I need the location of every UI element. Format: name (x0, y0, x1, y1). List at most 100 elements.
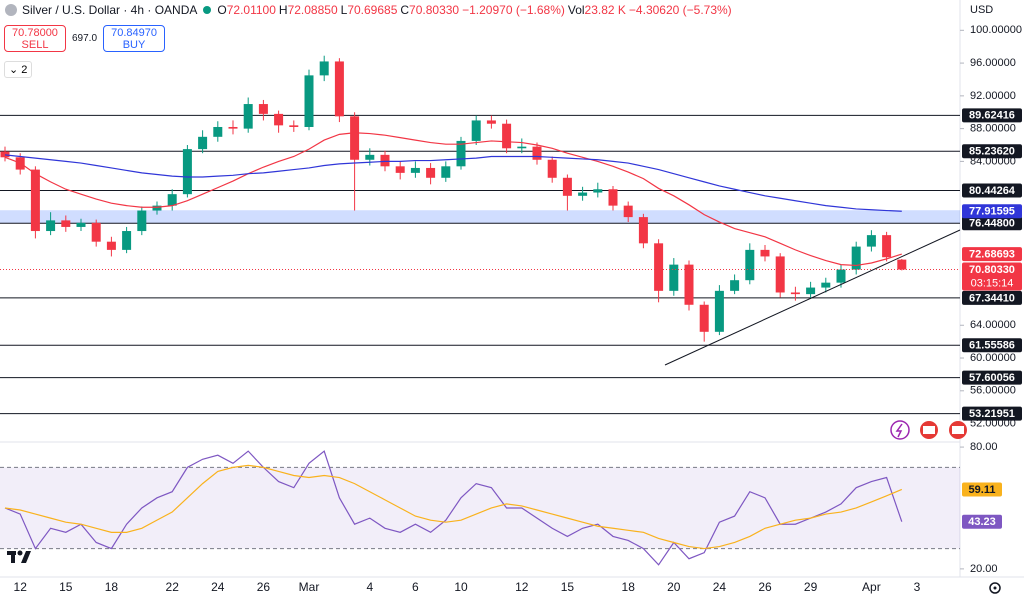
indicator-icons (890, 420, 967, 440)
candle-body (410, 167, 420, 173)
ohlc-legend: O72.01100 H72.08850 L70.69685 C70.80330 −1.2… (217, 3, 734, 17)
candle-body (334, 61, 344, 117)
rsi-value-label: 43.23 (968, 516, 996, 528)
rsi-value-label: 59.11 (969, 484, 996, 496)
buy-price: 70.84970 (111, 27, 157, 39)
y-tick-label: 20.00 (970, 563, 998, 575)
legend-key: O (217, 3, 227, 17)
moving-average (4, 154, 902, 212)
ma-label: 72.68693 (969, 248, 1015, 260)
x-tick-label: 15 (561, 580, 575, 594)
level-label-bg (962, 216, 1022, 231)
sell-price: 70.78000 (12, 27, 58, 39)
candle-body (0, 151, 10, 158)
candle-body (730, 280, 740, 291)
candle-body (471, 120, 481, 141)
candle-body (821, 282, 831, 288)
rsi-line (4, 464, 903, 550)
symbol-title: Silver / U.S. Dollar · 4h · OANDA (22, 3, 198, 17)
legend-value: −1.20970 (−1.68%) (462, 3, 565, 17)
candle-body (380, 154, 390, 167)
level-label: 76.44800 (969, 218, 1015, 230)
buy-button[interactable]: 70.84970 BUY (103, 25, 166, 52)
candle-body (30, 169, 40, 232)
candle-body (486, 120, 496, 124)
x-tick-label: Mar (299, 580, 320, 594)
last-price-label: 70.80330 (969, 264, 1015, 276)
x-tick-label: 18 (622, 580, 636, 594)
symbol-icon (5, 4, 17, 16)
level-label: 85.23620 (969, 146, 1015, 158)
candle-body (76, 222, 86, 227)
sell-button[interactable]: 70.78000 SELL (4, 25, 66, 52)
candle-body (167, 194, 177, 206)
candle-body (289, 125, 299, 127)
trade-panel: 70.78000 SELL 697.0 70.84970 BUY (4, 25, 166, 52)
indicators-toggle[interactable]: ⌄ 2 (4, 61, 33, 78)
y-tick-label: 88.00000 (970, 123, 1016, 135)
level-label: 67.34410 (969, 292, 1015, 304)
candle-body (684, 264, 694, 305)
legend-value: −4.30620 (−5.73%) (628, 3, 732, 17)
tv-logo (7, 550, 31, 563)
x-tick-label: 15 (59, 580, 73, 594)
y-tick-label: 52.00000 (970, 417, 1016, 429)
candle-body (745, 249, 755, 281)
price-pane (0, 55, 960, 415)
candle-body (562, 177, 572, 196)
x-tick-label: 12 (14, 580, 28, 594)
y-tick-label: 84.00000 (970, 155, 1016, 167)
candle-body (775, 256, 785, 293)
settings-icon[interactable] (989, 582, 1001, 594)
x-tick-label: 29 (804, 580, 818, 594)
y-tick-label: 64.00000 (970, 319, 1016, 331)
level-label: 61.55586 (969, 340, 1015, 352)
candle-body (502, 123, 512, 149)
axes: 89.62416 85.23620 80.44264 76.44800 67.34410… (14, 24, 1022, 594)
x-tick-label: 10 (454, 580, 468, 594)
candle-body (760, 249, 770, 257)
candle-body (866, 235, 876, 247)
trend-line (664, 229, 961, 366)
level-label-bg (962, 338, 1022, 353)
candle-body (714, 290, 724, 332)
ma-label-bg (962, 247, 1022, 262)
legend-key: L (340, 3, 348, 17)
legend-value: 72.08850 (287, 3, 338, 17)
candle-body (91, 222, 101, 242)
candle-body (654, 243, 664, 291)
candle-body (547, 159, 557, 178)
level-label-bg (962, 183, 1022, 198)
indicator-count: 2 (21, 64, 28, 76)
y-tick-label: 80.00 (970, 441, 998, 453)
ma-label: 77.91595 (969, 206, 1015, 218)
rsi-band (0, 467, 960, 549)
countdown: 03:15:14 (971, 277, 1014, 289)
candle-body (593, 189, 603, 193)
level-label: 89.62416 (969, 110, 1015, 122)
last-price-bg (962, 262, 1022, 291)
buy-label: BUY (122, 39, 146, 51)
candle-body (213, 126, 223, 137)
rsi-value-bg (962, 482, 1002, 497)
x-tick-label: 18 (105, 580, 119, 594)
candle-body (46, 220, 56, 232)
level-label: 53.21951 (969, 408, 1015, 420)
x-tick-label: 24 (211, 580, 225, 594)
candle-body (456, 140, 466, 167)
candle-body (897, 259, 907, 270)
x-tick-label: 26 (758, 580, 772, 594)
candle-body (638, 217, 648, 244)
candle-body (395, 166, 405, 173)
legend-value: 72.01100 (226, 3, 276, 17)
candle-body (426, 167, 436, 178)
candle-body (304, 75, 314, 127)
candle-body (882, 235, 892, 258)
currency[interactable]: USD (970, 4, 994, 16)
x-tick-label: 22 (166, 580, 180, 594)
x-tick-label: Apr (862, 580, 881, 594)
legend-key: H (278, 3, 288, 17)
candle-body (152, 205, 162, 211)
